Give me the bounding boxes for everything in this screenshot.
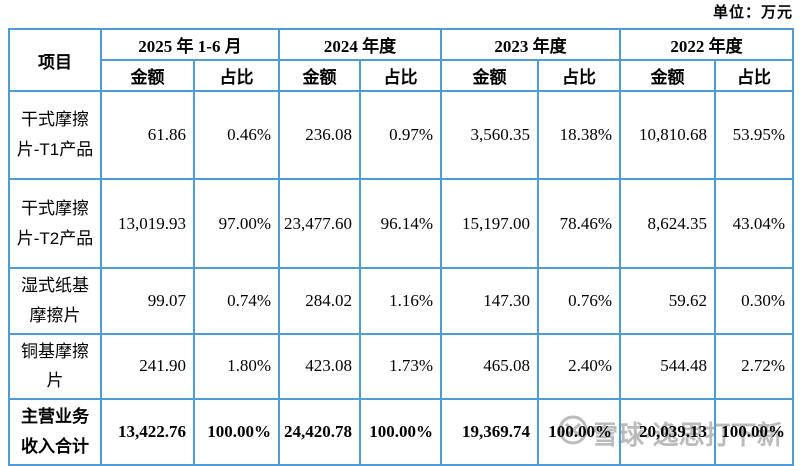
row-label: 湿式纸基摩擦片	[8, 267, 102, 335]
ratio-cell: 1.16%	[359, 267, 443, 335]
ratio-cell: 100.00%	[359, 398, 443, 466]
amount-cell: 147.30	[440, 267, 540, 335]
period-2022-header: 2022 年度	[619, 28, 795, 61]
amount-cell: 13,019.93	[100, 178, 195, 269]
period-2024-header: 2024 年度	[278, 28, 443, 61]
amount-header: 金额	[619, 59, 717, 92]
amount-cell: 23,477.60	[278, 178, 362, 269]
period-2023-header: 2023 年度	[440, 28, 622, 61]
period-2025-header: 2025 年 1-6 月	[99, 28, 281, 61]
ratio-cell: 1.80%	[192, 332, 281, 400]
amount-cell: 19,369.74	[440, 398, 540, 466]
amount-cell: 15,197.00	[440, 178, 540, 269]
ratio-header: 占比	[537, 59, 622, 92]
table-row: 湿式纸基摩擦片 99.07 0.74% 284.02 1.16% 147.30 0.76% 5…	[8, 267, 795, 335]
revenue-table: 项目 2025 年 1-6 月 2024 年度 2023 年度 2022 年度 …	[8, 28, 795, 466]
table-row: 主营业务收入合计 13,422.76 100.00% 24,420.78 100.00%…	[8, 398, 795, 466]
amount-cell: 24,420.78	[278, 398, 362, 466]
table-body: 干式摩擦片-T1产品 61.86 0.46% 236.08 0.97% 3,560.35 1…	[8, 90, 795, 466]
ratio-cell: 0.30%	[714, 267, 795, 335]
amount-cell: 8,624.35	[619, 178, 717, 269]
row-label: 干式摩擦片-T2产品	[8, 178, 102, 269]
amount-cell: 284.02	[278, 267, 362, 335]
ratio-header: 占比	[714, 59, 795, 92]
amount-cell: 465.08	[440, 332, 540, 400]
amount-cell: 10,810.68	[619, 90, 717, 180]
amount-cell: 13,422.76	[100, 398, 195, 466]
table-row: 铜基摩擦片 241.90 1.80% 423.08 1.73% 465.08 2.40% 54…	[8, 332, 795, 400]
amount-cell: 241.90	[100, 332, 195, 400]
amount-header: 金额	[100, 59, 195, 92]
header-row-periods: 项目 2025 年 1-6 月 2024 年度 2023 年度 2022 年度	[8, 28, 795, 92]
ratio-cell: 2.72%	[714, 332, 795, 400]
amount-header: 金额	[278, 59, 362, 92]
ratio-header: 占比	[359, 59, 443, 92]
row-label: 铜基摩擦片	[8, 332, 102, 400]
ratio-cell: 78.46%	[537, 178, 622, 269]
ratio-cell: 100.00%	[192, 398, 281, 466]
amount-cell: 99.07	[100, 267, 195, 335]
ratio-cell: 100.00%	[537, 398, 622, 466]
ratio-cell: 100.00%	[714, 398, 795, 466]
page: { "unit_label": "单位：万元", "table": { "ite…	[8, 4, 795, 466]
amount-cell: 236.08	[278, 90, 362, 180]
ratio-cell: 2.40%	[537, 332, 622, 400]
row-label: 干式摩擦片-T1产品	[8, 90, 102, 180]
ratio-cell: 53.95%	[714, 90, 795, 180]
ratio-cell: 0.46%	[192, 90, 281, 180]
header-row-subcolumns: 金额 占比 金额 占比 金额 占比 金额 占比	[9, 59, 795, 92]
ratio-cell: 0.76%	[537, 267, 622, 335]
ratio-cell: 96.14%	[359, 178, 443, 269]
amount-cell: 3,560.35	[440, 90, 540, 180]
ratio-cell: 43.04%	[714, 178, 795, 269]
amount-cell: 544.48	[619, 332, 717, 400]
item-header-cell: 项目	[8, 28, 102, 92]
ratio-cell: 0.74%	[192, 267, 281, 335]
table-row: 干式摩擦片-T1产品 61.86 0.46% 236.08 0.97% 3,560.35 1…	[8, 90, 795, 180]
table-row: 干式摩擦片-T2产品 13,019.93 97.00% 23,477.60 96.14%…	[8, 178, 795, 269]
ratio-cell: 0.97%	[359, 90, 443, 180]
amount-cell: 61.86	[100, 90, 195, 180]
amount-cell: 20,039.13	[619, 398, 717, 466]
unit-label: 单位：万元	[712, 4, 793, 21]
row-label: 主营业务收入合计	[8, 398, 102, 466]
amount-cell: 423.08	[278, 332, 362, 400]
amount-header: 金额	[440, 59, 540, 92]
ratio-cell: 97.00%	[192, 178, 281, 269]
ratio-header: 占比	[192, 59, 281, 92]
amount-cell: 59.62	[619, 267, 717, 335]
ratio-cell: 1.73%	[359, 332, 443, 400]
ratio-cell: 18.38%	[537, 90, 622, 180]
table-header: 项目 2025 年 1-6 月 2024 年度 2023 年度 2022 年度 …	[8, 28, 795, 92]
